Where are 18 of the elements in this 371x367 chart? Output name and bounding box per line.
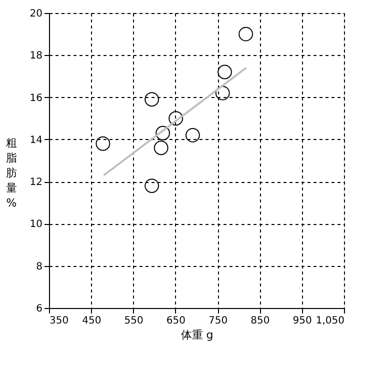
y-tick-label: 10 xyxy=(30,219,42,230)
x-tick-label: 350 xyxy=(50,316,69,326)
x-tick-label: 850 xyxy=(250,316,270,326)
x-tick-label: 750 xyxy=(208,316,228,326)
x-axis-title: 体重 g xyxy=(180,328,214,342)
y-tick-label: 20 xyxy=(30,8,42,20)
x-tick-label: 450 xyxy=(82,316,102,326)
x-tick-label: 650 xyxy=(166,316,186,326)
y-tick-label: 8 xyxy=(36,261,42,272)
y-tick-label: 16 xyxy=(30,92,42,104)
y-axis-title: 粗脂肪量% xyxy=(6,136,17,210)
y-tick-label: 12 xyxy=(30,177,42,188)
x-tick-label: 950 xyxy=(292,316,312,326)
y-tick-label: 6 xyxy=(36,304,42,314)
x-tick-label: 1,050 xyxy=(316,316,344,326)
x-tick-label: 550 xyxy=(124,316,144,326)
y-tick-label: 14 xyxy=(30,134,42,146)
y-tick-label: 18 xyxy=(30,50,42,62)
